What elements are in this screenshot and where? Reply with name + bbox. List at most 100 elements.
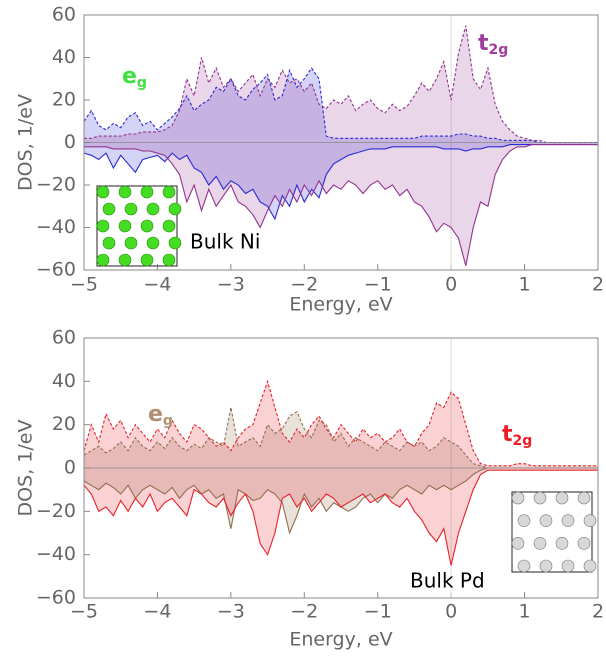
atom <box>511 537 525 550</box>
y-tick-label: −20 <box>36 174 76 196</box>
crystal-inset <box>96 185 182 267</box>
series-subscript: 2g <box>513 433 533 449</box>
atom <box>561 559 575 573</box>
plot-frame <box>83 337 599 599</box>
atom <box>561 514 575 527</box>
annotation: Bulk Ni <box>190 230 260 254</box>
x-tick-label: 2 <box>592 601 604 623</box>
atom <box>162 253 176 267</box>
atom <box>124 202 138 216</box>
plot-frame <box>83 14 599 271</box>
x-tick-label: −1 <box>364 274 392 296</box>
atom <box>555 491 569 505</box>
spin-up-line <box>84 25 598 144</box>
atom <box>102 202 116 216</box>
crystal-inset <box>511 491 597 573</box>
y-tick-label: 20 <box>52 89 76 111</box>
x-tick-label: −3 <box>217 274 245 296</box>
y-axis-label: DOS, 1/eV <box>15 94 37 191</box>
x-tick-label: 2 <box>592 274 604 296</box>
y-tick-label: 0 <box>64 131 76 153</box>
spin-up-line <box>83 379 598 467</box>
inset-box <box>511 491 593 573</box>
series-label: eg <box>122 64 147 91</box>
atom <box>533 491 547 505</box>
x-axis-label: Energy, eV <box>289 629 392 651</box>
atom <box>96 253 110 267</box>
atom <box>168 202 182 216</box>
x-tick-label: −2 <box>290 274 318 296</box>
y-tick-label: −60 <box>36 259 76 281</box>
series-name: t <box>502 422 513 447</box>
atom <box>168 236 182 250</box>
x-tick-label: 1 <box>519 274 531 296</box>
series-name: t <box>478 31 489 56</box>
atom <box>162 185 176 199</box>
series-label: eg <box>148 402 173 429</box>
x-tick-label: −2 <box>290 601 318 623</box>
atom <box>140 253 154 267</box>
x-tick-label: −5 <box>70 274 98 296</box>
area-fill <box>84 381 598 468</box>
atom <box>583 514 597 527</box>
y-tick-label: −60 <box>36 587 76 609</box>
atom <box>96 219 110 233</box>
atom <box>140 219 154 233</box>
x-tick-label: 0 <box>445 601 457 623</box>
area-fill <box>84 25 598 143</box>
area-fill <box>84 468 598 533</box>
series-name: e <box>122 64 137 89</box>
series-label: t2g <box>502 422 532 449</box>
area-fill <box>84 407 598 468</box>
atom <box>118 185 132 199</box>
series-name: e <box>148 402 163 427</box>
atom <box>533 537 547 550</box>
y-axis-label: DOS, 1/eV <box>15 420 37 517</box>
x-tick-label: −4 <box>143 601 171 623</box>
atom <box>96 185 110 199</box>
spin-down-line <box>83 469 598 566</box>
atom <box>162 219 176 233</box>
y-tick-label: −20 <box>36 500 76 522</box>
atom <box>118 219 132 233</box>
x-tick-label: −5 <box>70 601 98 623</box>
x-tick-label: 0 <box>445 274 457 296</box>
atom <box>539 559 553 573</box>
atom <box>583 559 597 573</box>
area-fill <box>84 68 598 143</box>
atom <box>140 185 154 199</box>
spin-down-line <box>83 144 598 221</box>
atom <box>539 514 553 527</box>
y-tick-label: 60 <box>52 4 76 26</box>
area-fill <box>84 142 598 266</box>
x-tick-label: 1 <box>519 601 531 623</box>
atom <box>146 236 160 250</box>
x-tick-label: −4 <box>143 274 171 296</box>
atom <box>118 253 132 267</box>
y-tick-label: 40 <box>52 46 76 68</box>
atom <box>146 202 160 216</box>
series-subscript: 2g <box>489 42 509 58</box>
y-tick-label: 0 <box>64 457 76 479</box>
area-fill <box>84 468 598 566</box>
series-label: t2g <box>478 31 508 58</box>
atom <box>517 514 531 527</box>
atom <box>555 537 569 550</box>
spin-up-line <box>83 67 598 144</box>
atom <box>124 236 138 250</box>
y-tick-label: −40 <box>36 543 76 565</box>
atom <box>517 559 531 573</box>
atom <box>511 491 525 505</box>
x-axis-label: Energy, eV <box>289 294 392 316</box>
y-tick-label: 60 <box>52 327 76 349</box>
series-subscript: g <box>163 413 173 429</box>
annotation: Bulk Pd <box>410 569 485 593</box>
atom <box>102 236 116 250</box>
y-tick-label: −40 <box>36 216 76 238</box>
x-tick-label: −1 <box>364 601 392 623</box>
y-tick-label: 40 <box>52 370 76 392</box>
x-tick-label: −3 <box>217 601 245 623</box>
spin-down-line <box>84 144 598 266</box>
area-fill <box>84 142 598 219</box>
